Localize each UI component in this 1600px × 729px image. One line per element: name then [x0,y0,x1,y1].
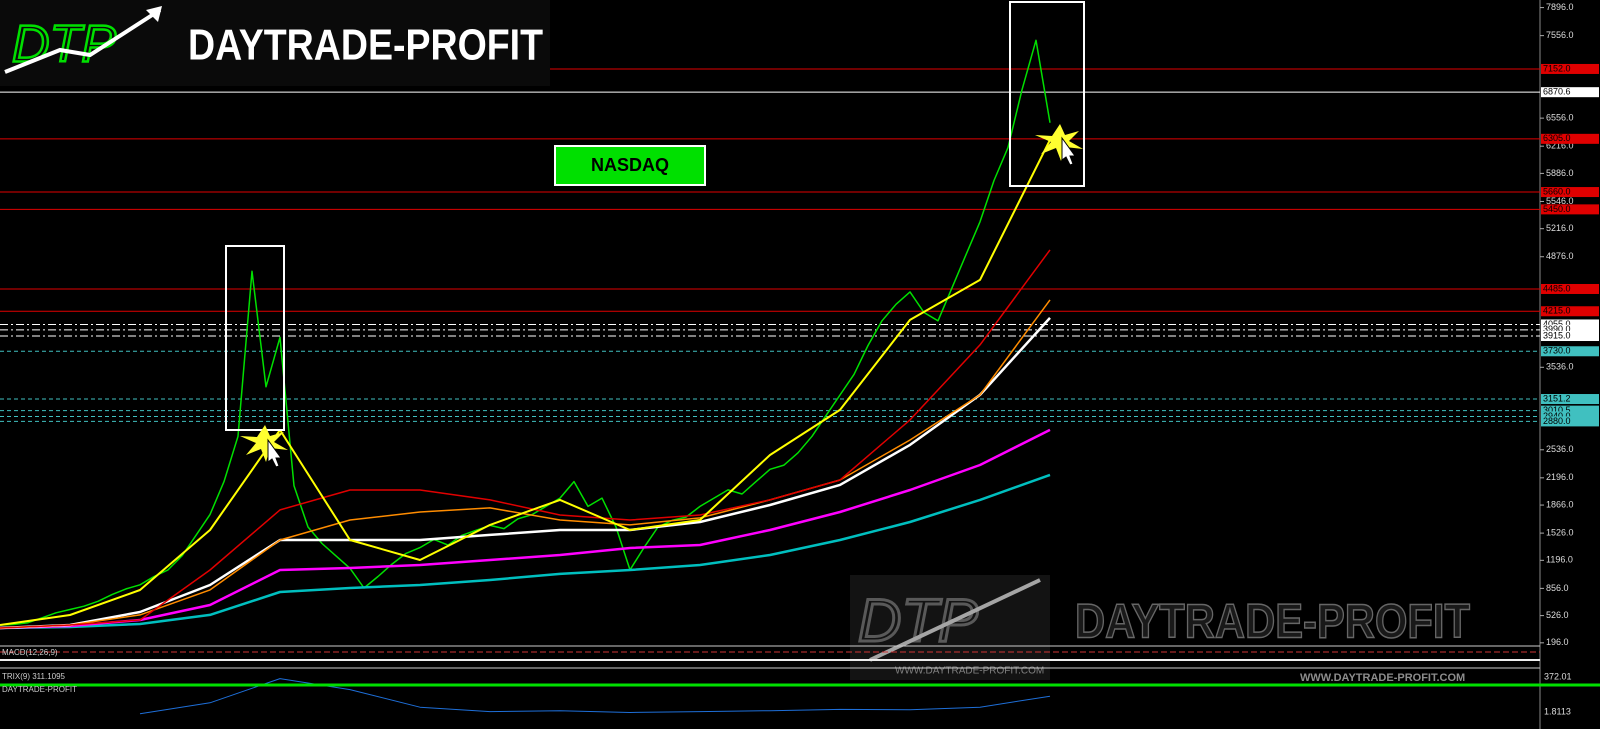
level-tag [1541,324,1599,335]
level-label: 3151.2 [1543,393,1571,403]
y-tick-label: 5886.0 [1546,168,1574,178]
level-label: 3915.0 [1543,330,1571,340]
series-line [0,139,1051,626]
logo-bg [0,0,550,86]
watermark-mark: DTP [858,587,978,654]
y-tick-label: 7556.0 [1546,30,1574,40]
y-tick-label: 4876.0 [1546,251,1574,261]
watermark: DTP DAYTRADE-PROFIT WWW.DAYTRADE-PROFIT.… [850,575,1471,684]
y-tick-label: 2536.0 [1546,444,1574,454]
star-marker [240,425,288,462]
level-label: 4055.0 [1543,319,1571,329]
y-tick-label: 7896.0 [1546,2,1574,12]
level-tag [1541,394,1599,405]
chart-title: NASDAQ [591,155,669,175]
level-label: 7152.0 [1543,63,1571,73]
level-label: 2940.0 [1543,411,1571,421]
indicator-label: TRIX(9) 311.1095 [2,672,66,681]
series-line [0,428,1051,630]
y-tick-label: 526.0 [1546,610,1569,620]
panel-label: 1.8113 [1544,706,1571,716]
level-label: 3990.0 [1543,324,1571,334]
indicator-label: DAYTRADE-PROFIT [2,685,77,694]
series-line [0,249,1051,629]
star-marker [1035,124,1083,161]
logo-arrow-head [146,6,162,22]
level-tag [1541,319,1599,330]
level-label: 4485.0 [1543,283,1571,293]
watermark-arrow [869,578,1041,662]
level-tag [1541,306,1599,317]
level-label: 6305.0 [1543,133,1571,143]
watermark-url: WWW.DAYTRADE-PROFIT.COM [1300,672,1465,684]
y-tick-label: 5546.0 [1546,196,1574,206]
logo-text: DAYTRADE-PROFIT [188,21,543,70]
level-tag [1541,346,1599,357]
level-tag [1541,133,1599,144]
y-tick-label: 5216.0 [1546,223,1574,233]
series-line [0,39,1051,626]
level-label: 2880.0 [1543,416,1571,426]
highlight-box [225,245,285,431]
series-line [0,299,1051,629]
watermark-url: WWW.DAYTRADE-PROFIT.COM [895,666,1044,677]
title-box [554,145,706,186]
level-tag [1541,63,1599,74]
watermark-text: DAYTRADE-PROFIT [1075,596,1470,649]
level-label: 3010.5 [1543,405,1571,415]
y-tick-label: 1866.0 [1546,499,1574,509]
y-tick-label: 1196.0 [1546,555,1573,565]
y-tick-label: 3536.0 [1546,362,1574,372]
panel-label: 372.01 [1544,671,1572,681]
series-line [0,473,1051,630]
y-tick-label: 856.0 [1546,583,1569,593]
level-label: 5660.0 [1543,186,1571,196]
level-tag [1541,405,1599,416]
axis-panel [1540,0,1600,729]
level-label: 3730.0 [1543,346,1571,356]
level-tag [1541,204,1599,215]
y-tick-label: 196.0 [1546,637,1569,647]
y-tick-label: 6556.0 [1546,113,1574,123]
logo-arrow [4,8,162,74]
indicator-label: MACD(12,26,9) [2,648,58,657]
cursor-icon [1061,136,1076,166]
y-tick-label: 6216.0 [1546,141,1574,151]
level-tag [1541,87,1599,98]
level-label: 5450.0 [1543,204,1571,214]
y-tick-label: 2196.0 [1546,472,1574,482]
logo-mark: DTP [12,16,116,74]
highlight-box [1009,1,1085,187]
series-line [0,317,1051,630]
level-tag [1541,416,1599,427]
level-label: 4215.0 [1543,306,1571,316]
y-tick-label: 1526.0 [1546,527,1574,537]
level-tag [1541,187,1599,198]
cursor-icon [267,438,282,468]
level-label: 6870.6 [1543,87,1571,97]
level-tag [1541,331,1599,342]
series-line [139,678,1051,715]
level-tag [1541,283,1599,294]
